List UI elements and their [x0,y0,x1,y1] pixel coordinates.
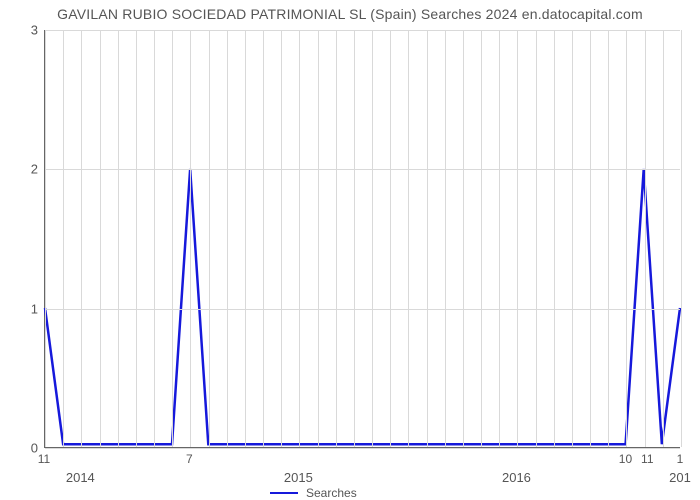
grid-vline [645,30,646,447]
grid-vline [536,30,537,447]
chart-container: GAVILAN RUBIO SOCIEDAD PATRIMONIAL SL (S… [0,0,700,500]
chart-title: GAVILAN RUBIO SOCIEDAD PATRIMONIAL SL (S… [0,6,700,22]
x-tick-minor: 10 [619,452,632,466]
x-tick-minor: 11 [38,452,50,466]
grid-vline [190,30,191,447]
x-tick-minor: 11 [641,452,653,466]
grid-vline [390,30,391,447]
grid-hline [45,169,680,170]
x-tick-major: 201 [669,470,691,485]
grid-vline [481,30,482,447]
legend-label: Searches [306,486,357,500]
grid-hline [45,448,680,449]
grid-vline [281,30,282,447]
y-tick-label: 1 [8,301,38,316]
grid-vline [608,30,609,447]
grid-vline [318,30,319,447]
x-tick-minor: 1 [677,452,684,466]
grid-vline [136,30,137,447]
grid-vline [590,30,591,447]
x-tick-minor: 7 [186,452,193,466]
grid-vline [209,30,210,447]
series-svg [45,30,680,447]
series-line [45,169,680,444]
y-tick-label: 2 [8,162,38,177]
grid-vline [445,30,446,447]
grid-vline [63,30,64,447]
grid-vline [681,30,682,447]
grid-vline [663,30,664,447]
x-tick-major: 2016 [502,470,531,485]
x-tick-major: 2014 [66,470,95,485]
grid-vline [299,30,300,447]
grid-vline [554,30,555,447]
grid-vline [172,30,173,447]
grid-vline [427,30,428,447]
y-tick-label: 0 [8,441,38,456]
grid-hline [45,309,680,310]
grid-vline [245,30,246,447]
grid-vline [118,30,119,447]
grid-vline [227,30,228,447]
plot-area [44,30,680,448]
legend: Searches [270,486,357,500]
grid-vline [263,30,264,447]
grid-vline [154,30,155,447]
grid-vline [100,30,101,447]
grid-hline [45,30,680,31]
grid-vline [626,30,627,447]
y-tick-label: 3 [8,23,38,38]
grid-vline [408,30,409,447]
grid-vline [336,30,337,447]
grid-vline [372,30,373,447]
grid-vline [517,30,518,447]
grid-vline [499,30,500,447]
grid-vline [463,30,464,447]
grid-vline [354,30,355,447]
grid-vline [81,30,82,447]
grid-vline [572,30,573,447]
x-tick-major: 2015 [284,470,313,485]
legend-swatch [270,492,298,494]
grid-vline [45,30,46,447]
